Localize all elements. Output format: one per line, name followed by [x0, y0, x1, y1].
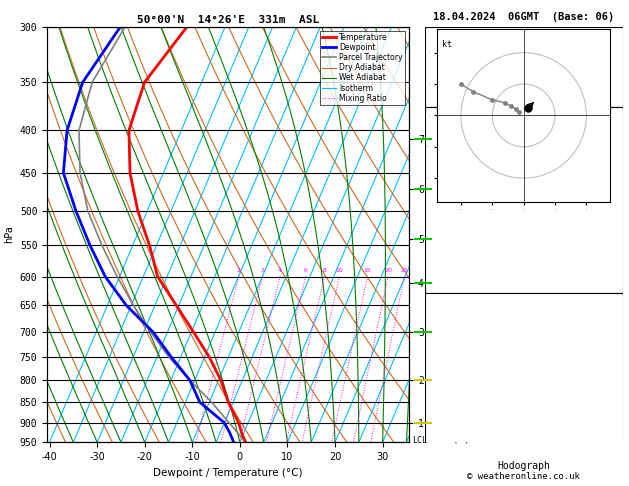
- Point: [511, 105, 521, 113]
- Text: 291: 291: [601, 354, 619, 364]
- Point: [456, 80, 466, 88]
- Text: 1.2: 1.2: [601, 141, 619, 152]
- Text: 900: 900: [601, 328, 619, 338]
- Title: 50°00'N  14°26'E  331m  ASL: 50°00'N 14°26'E 331m ASL: [137, 15, 319, 25]
- Text: θₑ (K): θₑ (K): [428, 354, 464, 364]
- Point: [514, 108, 524, 116]
- Text: 3: 3: [613, 381, 619, 391]
- Text: 0: 0: [613, 407, 619, 417]
- Text: 286: 286: [601, 194, 619, 205]
- Text: PW (cm): PW (cm): [428, 88, 470, 98]
- Text: 20: 20: [384, 268, 392, 273]
- Text: Dewp (°C): Dewp (°C): [428, 168, 481, 178]
- Text: 0: 0: [613, 275, 619, 284]
- Text: © weatheronline.co.uk: © weatheronline.co.uk: [467, 472, 580, 481]
- Text: 7: 7: [613, 221, 619, 231]
- Bar: [425, 106, 623, 293]
- Text: CAPE (J): CAPE (J): [428, 248, 476, 258]
- Text: 15: 15: [364, 268, 372, 273]
- Text: 56: 56: [607, 62, 619, 71]
- Text: Most Unstable: Most Unstable: [486, 301, 562, 311]
- Text: 7: 7: [613, 35, 619, 45]
- Bar: [425, 452, 623, 486]
- Text: Temp (°C): Temp (°C): [428, 141, 481, 152]
- Text: K: K: [428, 35, 435, 45]
- Text: 6: 6: [304, 268, 308, 273]
- Text: kt: kt: [442, 40, 452, 49]
- Text: 10: 10: [336, 268, 343, 273]
- Point: [500, 99, 510, 107]
- Point: [523, 104, 533, 111]
- Text: Pressure (mb): Pressure (mb): [428, 328, 505, 338]
- Text: 0: 0: [613, 434, 619, 444]
- Text: LCL: LCL: [413, 436, 428, 445]
- Y-axis label: km
ASL: km ASL: [432, 215, 449, 235]
- Text: -1.3: -1.3: [595, 168, 619, 178]
- Text: Surface: Surface: [503, 115, 544, 125]
- Text: 3: 3: [260, 268, 265, 273]
- Bar: [425, 293, 623, 452]
- Text: Lifted Index: Lifted Index: [428, 381, 499, 391]
- Bar: [425, 27, 623, 106]
- Text: 0: 0: [613, 248, 619, 258]
- Text: CIN (J): CIN (J): [428, 434, 470, 444]
- Text: Mixing Ratio (g/kg): Mixing Ratio (g/kg): [455, 183, 464, 286]
- Text: 0.76: 0.76: [595, 88, 619, 98]
- Legend: Temperature, Dewpoint, Parcel Trajectory, Dry Adiabat, Wet Adiabat, Isotherm, Mi: Temperature, Dewpoint, Parcel Trajectory…: [320, 31, 405, 105]
- Text: Totals Totals: Totals Totals: [428, 62, 505, 71]
- Text: 18.04.2024  06GMT  (Base: 06): 18.04.2024 06GMT (Base: 06): [433, 12, 615, 22]
- Text: 25: 25: [401, 268, 408, 273]
- Text: θₑ(K): θₑ(K): [428, 194, 458, 205]
- Point: [506, 102, 516, 110]
- Y-axis label: hPa: hPa: [4, 226, 14, 243]
- Text: 4: 4: [278, 268, 282, 273]
- Text: Lifted Index: Lifted Index: [428, 221, 499, 231]
- Text: 8: 8: [323, 268, 326, 273]
- Text: CIN (J): CIN (J): [428, 275, 470, 284]
- Text: CAPE (J): CAPE (J): [428, 407, 476, 417]
- Point: [469, 88, 479, 96]
- Point: [487, 96, 498, 104]
- X-axis label: Dewpoint / Temperature (°C): Dewpoint / Temperature (°C): [153, 468, 303, 478]
- Text: 2: 2: [237, 268, 241, 273]
- Text: Hodograph: Hodograph: [497, 461, 550, 470]
